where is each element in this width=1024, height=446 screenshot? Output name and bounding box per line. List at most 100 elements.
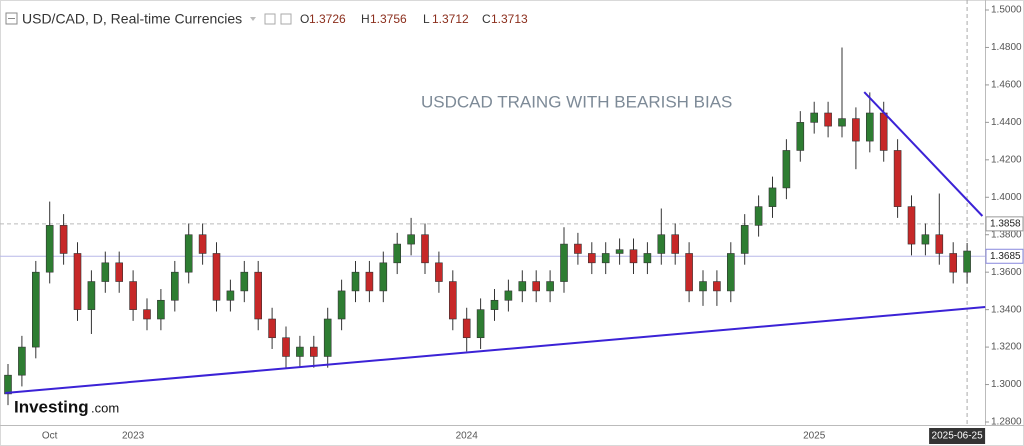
candle-body: [18, 346, 26, 376]
candle-body: [212, 253, 221, 301]
candle-body: [518, 281, 527, 292]
candle-body: [462, 318, 471, 339]
x-tick-label: 2024: [456, 431, 479, 442]
ohlc-key: O: [300, 12, 309, 26]
ohlc-value: 1.3713: [491, 12, 528, 26]
candle-body: [351, 271, 360, 292]
trendline: [863, 91, 984, 217]
y-tick-label: 1.3400: [991, 304, 1022, 315]
candle-body: [143, 309, 151, 320]
dropdown-icon[interactable]: [250, 17, 256, 21]
y-tick-label: 1.3800: [991, 229, 1022, 240]
ohlc-value: 1.3756: [370, 12, 407, 26]
candle-body: [865, 112, 874, 142]
settings-icon[interactable]: [264, 13, 276, 25]
x-tick-label: Oct: [42, 431, 58, 442]
candle-body: [171, 271, 179, 301]
candle-body: [198, 234, 207, 254]
price-label-box: [985, 248, 1024, 264]
candle-body: [490, 299, 499, 310]
candle-body: [129, 281, 137, 310]
price-label: 1.3685: [990, 251, 1021, 262]
candle-body: [782, 150, 791, 189]
candle-body: [643, 253, 652, 264]
candle-body: [254, 271, 262, 320]
x-tick-label: 2023: [122, 431, 145, 442]
candle-body: [740, 225, 749, 254]
candle-body: [574, 243, 582, 254]
candle-body: [852, 118, 860, 142]
crosshair-label: 2025-06-25: [932, 431, 984, 442]
hide-icon[interactable]: [280, 13, 292, 25]
ohlc-key: L: [423, 12, 430, 26]
candle-body: [657, 234, 666, 254]
y-tick-label: 1.2800: [991, 417, 1022, 428]
trendline: [5, 306, 986, 394]
candle-body: [810, 112, 819, 123]
candle-body: [73, 253, 82, 310]
candle-body: [935, 234, 944, 254]
candle-body: [184, 234, 193, 273]
y-tick-label: 1.4000: [991, 192, 1022, 203]
candle-body: [226, 290, 235, 301]
collapse-icon[interactable]: [5, 12, 18, 25]
y-tick-label: 1.3200: [991, 342, 1022, 353]
candle-body: [699, 281, 707, 292]
candle-body: [282, 337, 290, 357]
candle-body: [532, 281, 541, 292]
y-tick-label: 1.3600: [991, 267, 1022, 278]
x-tick-label: 2025: [803, 431, 826, 442]
candle-body: [893, 150, 902, 207]
candle-body: [949, 253, 958, 273]
ohlc-key: H: [361, 12, 370, 26]
candle-body: [726, 253, 735, 292]
candle-body: [337, 290, 346, 320]
ohlc-value: 1.3726: [309, 12, 346, 26]
y-tick-label: 1.4800: [991, 42, 1022, 53]
candle-body: [309, 346, 318, 357]
candle-body: [296, 346, 304, 357]
candle-body: [879, 112, 888, 151]
crosshair-label-box: [929, 428, 986, 444]
candle-body: [421, 234, 429, 264]
candle-body: [59, 225, 68, 254]
candle-body: [379, 262, 388, 292]
candle-body: [629, 249, 638, 264]
price-label-box: [985, 216, 1024, 232]
candle-body: [713, 281, 721, 292]
candle-body: [796, 122, 805, 151]
logo: Investing: [14, 397, 89, 416]
candle-body: [671, 234, 680, 254]
candle-body: [87, 281, 96, 310]
candle-body: [365, 271, 374, 292]
candle-body: [754, 206, 763, 226]
candle-body: [921, 234, 930, 245]
chart-title: USD/CAD, D, Real-time Currencies: [22, 11, 242, 27]
candle-body: [907, 206, 916, 245]
price-label: 1.3858: [990, 219, 1021, 230]
y-tick-label: 1.4400: [991, 117, 1022, 128]
candle-body: [101, 262, 110, 282]
candle-body: [824, 112, 832, 127]
candle-body: [504, 290, 513, 301]
candle-body: [838, 118, 846, 127]
candle-body: [157, 299, 165, 320]
y-tick-label: 1.4200: [991, 154, 1022, 165]
candle-body: [31, 271, 40, 348]
candle-body: [560, 243, 568, 282]
y-tick-label: 1.3000: [991, 379, 1022, 390]
candle-body: [963, 250, 971, 273]
candle-body: [268, 318, 276, 339]
candle-body: [45, 225, 54, 273]
candle-body: [448, 281, 457, 320]
candle-body: [615, 249, 624, 254]
candle-body: [240, 271, 249, 292]
ohlc-value: 1.3712: [432, 12, 469, 26]
candle-body: [393, 243, 402, 264]
candle-body: [115, 262, 123, 282]
candle-body: [323, 318, 332, 357]
candle-body: [587, 253, 596, 264]
